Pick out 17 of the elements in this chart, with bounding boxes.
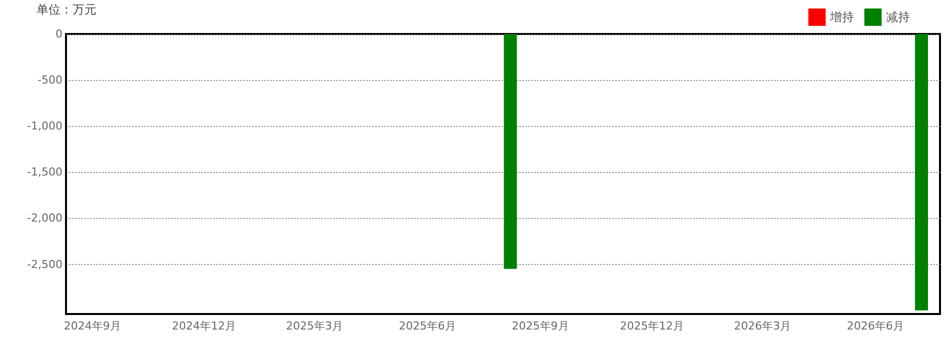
legend-label: 减持 [886, 10, 910, 24]
y-axis-title: 单位：万元 [36, 2, 96, 16]
y-tick-label: -500 [38, 74, 62, 87]
y-tick-label: -1,500 [27, 166, 62, 179]
x-tick-label: 2025年6月 [398, 320, 456, 332]
x-tick-label: 2024年9月 [64, 320, 121, 332]
x-tick-label: 2024年12月 [172, 320, 236, 332]
y-tick-label: -2,500 [27, 258, 62, 271]
y-tick-label: -1,000 [27, 120, 62, 133]
y-tick-label: 0 [56, 28, 62, 40]
x-tick-label: 2026年3月 [734, 320, 791, 332]
x-tick-label: 2025年3月 [286, 320, 343, 332]
y-tick-label: -2,000 [27, 212, 62, 225]
x-tick-label: 2025年12月 [620, 320, 684, 332]
x-tick-label: 2026年6月 [846, 320, 904, 332]
x-tick-label: 2025年9月 [512, 320, 569, 332]
legend-label: 增持 [829, 10, 854, 24]
